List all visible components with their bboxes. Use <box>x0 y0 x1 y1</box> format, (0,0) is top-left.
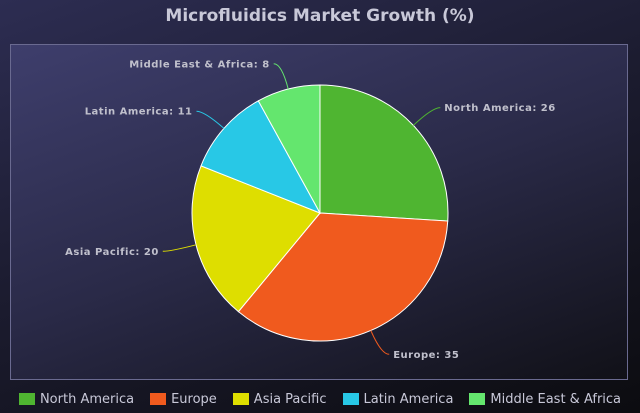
chart-title: Microfluidics Market Growth (%) <box>165 6 475 26</box>
legend-label: Europe <box>171 391 217 407</box>
pie-slice-europe[interactable] <box>237 212 449 342</box>
legend-item-middle-east-and-africa[interactable]: Middle East & Africa <box>469 392 621 407</box>
pie-slice-north-america[interactable] <box>319 84 449 222</box>
slice-label-asia-pacific: Asia Pacific: 20 <box>65 247 159 258</box>
legend-label: Latin America <box>363 391 454 407</box>
leader-line-latin-america <box>196 110 225 129</box>
legend-item-north-america[interactable]: North America <box>18 391 135 407</box>
legend-item-latin-america[interactable]: Latin America <box>342 391 454 407</box>
leader-line-north-america <box>412 107 441 126</box>
legend-swatch <box>342 393 359 405</box>
legend-label: Middle East & Africa <box>490 391 622 407</box>
pie-slice-middle-east-and-africa[interactable] <box>257 84 321 214</box>
legend-swatch <box>18 393 35 405</box>
slice-label-north-america: North America: 26 <box>444 103 555 114</box>
pie-slices <box>191 84 449 342</box>
leader-lines <box>162 63 441 355</box>
leader-line-middle-east-and-africa <box>273 63 289 90</box>
leader-line-europe <box>370 330 390 355</box>
leader-line-asia-pacific <box>162 244 197 252</box>
legend-label: Asia Pacific <box>253 391 327 407</box>
slice-labels: North America: 26 Europe: 35 Asia Pacific:… <box>65 59 555 361</box>
slice-label-europe: Europe: 35 <box>393 350 459 361</box>
legend-swatch <box>232 393 249 405</box>
pie-slice-asia-pacific[interactable] <box>191 165 321 313</box>
legend-item-europe[interactable]: Europe <box>150 392 217 407</box>
slice-label-latin-america: Latin America: 11 <box>85 107 193 118</box>
legend-label: North America <box>39 391 135 407</box>
legend-swatch <box>150 393 167 405</box>
legend-item-asia-pacific[interactable]: Asia Pacific <box>232 391 327 407</box>
legend: North America Europe Asia Pacific Latin Ame… <box>0 389 640 409</box>
slice-label-middle-east-and-africa: Middle East & Africa: 8 <box>129 59 269 70</box>
legend-swatch <box>469 393 486 405</box>
